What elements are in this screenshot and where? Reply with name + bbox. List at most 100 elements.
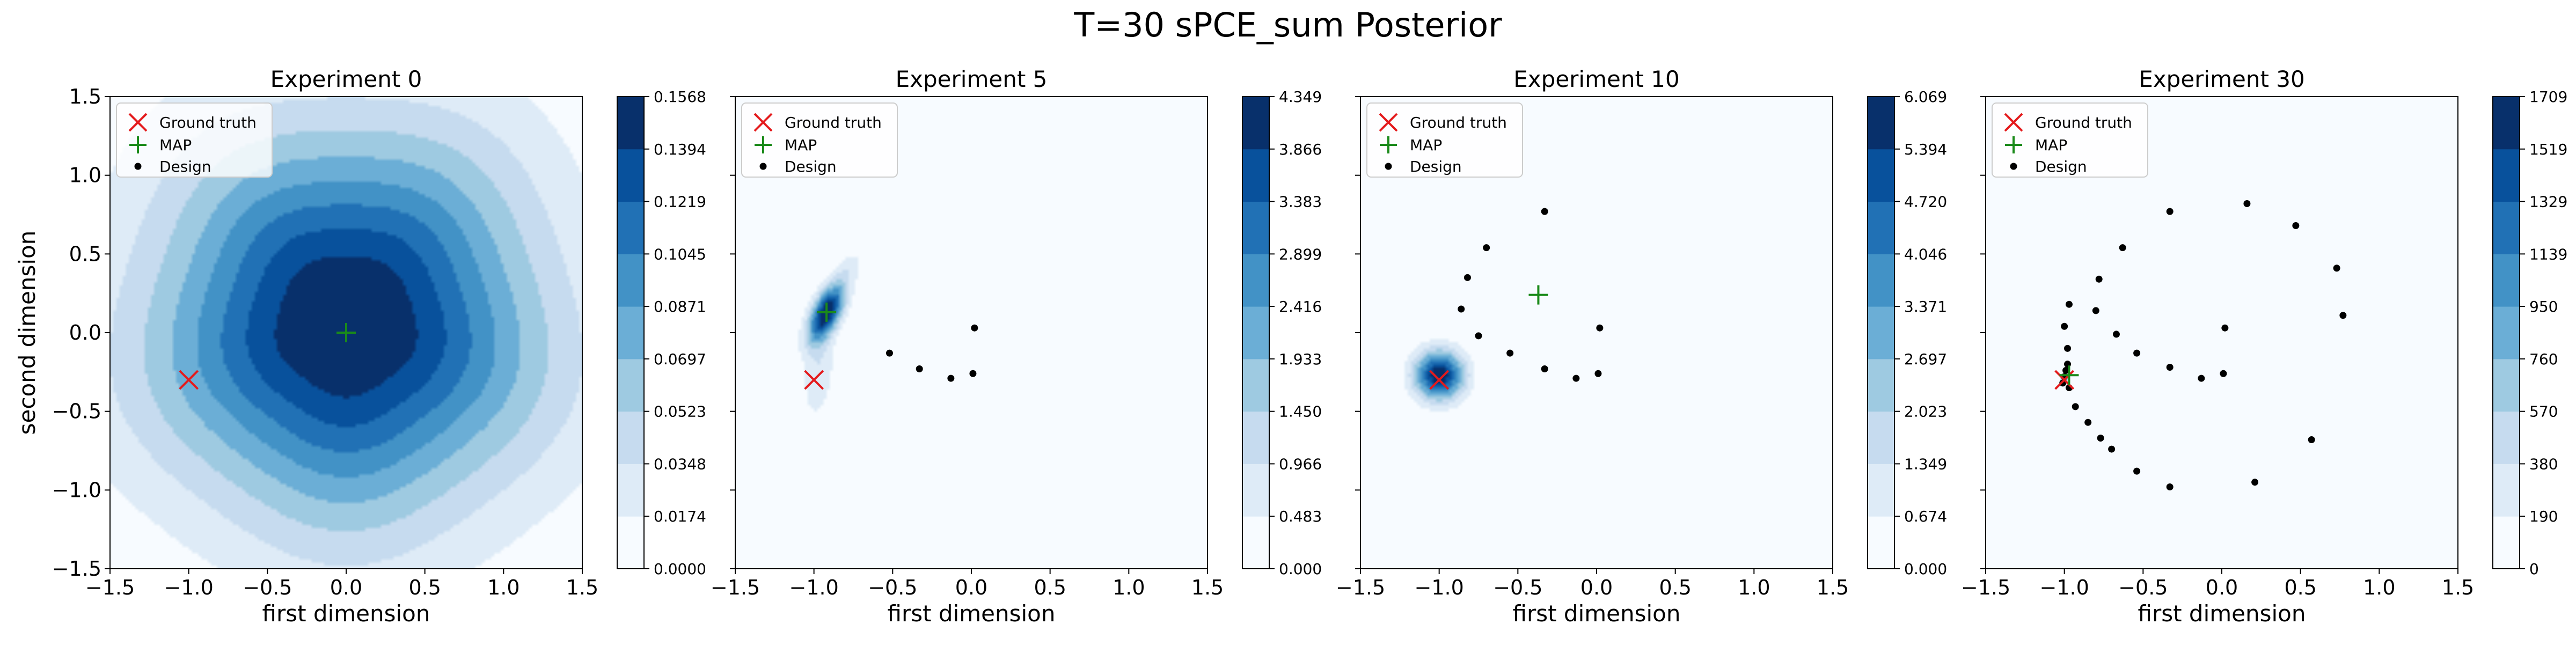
design-point <box>1541 365 1548 372</box>
colorbar-band <box>2493 358 2520 412</box>
colorbar-tick-label: 190 <box>2529 508 2558 525</box>
x-tick-label: −1.0 <box>789 576 839 599</box>
x-tick-label: −1.5 <box>1336 576 1385 599</box>
x-tick-label: −1.5 <box>711 576 760 599</box>
colorbar-tick-label: 0.0000 <box>654 560 706 578</box>
x-tick-label: 0.0 <box>2206 576 2238 599</box>
colorbar-tick-label: 760 <box>2529 350 2558 368</box>
legend-map-label: MAP <box>785 136 817 154</box>
y-tick-label: −1.5 <box>52 557 101 581</box>
x-tick-label: 0.5 <box>408 576 441 599</box>
panel-title: Experiment 10 <box>1513 66 1679 92</box>
colorbar-band <box>1868 201 1894 254</box>
legend-design-swatch <box>1385 163 1392 170</box>
legend-ground-truth-label: Ground truth <box>785 114 882 131</box>
x-tick-label: 0.0 <box>330 576 362 599</box>
map-marker <box>817 302 837 322</box>
x-tick-label: −1.5 <box>1961 576 2010 599</box>
colorbar-tick-label: 3.371 <box>1904 298 1947 315</box>
x-axis-ticks: −1.5 −1.0 −0.5 0.0 0.5 1.0 1.5 <box>1961 569 2474 599</box>
colorbar-tick-label: 2.023 <box>1904 403 1947 421</box>
legend-map-label: MAP <box>159 136 192 154</box>
colorbar-band <box>1868 358 1894 412</box>
x-tick-label: 0.0 <box>955 576 987 599</box>
x-axis-ticks: −1.5 −1.0 −0.5 0.0 0.5 1.0 1.5 <box>85 569 598 599</box>
x-tick-label: −1.0 <box>164 576 214 599</box>
colorbar-band <box>1868 464 1894 517</box>
colorbar-tick-label: 2.416 <box>1279 298 1322 315</box>
legend-box <box>116 102 273 178</box>
legend-design-label: Design <box>1410 158 1462 175</box>
colorbar-band <box>2493 97 2520 150</box>
colorbar-band <box>1868 149 1894 202</box>
y-axis-ticks <box>730 96 735 569</box>
legend-ground-truth-label: Ground truth <box>2035 114 2132 131</box>
legend-design-label: Design <box>159 158 211 175</box>
colorbar-tick-label: 6.069 <box>1904 88 1947 106</box>
colorbar-band <box>1242 201 1269 254</box>
map-marker <box>2059 365 2079 385</box>
ground-truth-stroke <box>2054 370 2075 390</box>
ground-truth-stroke <box>804 370 824 390</box>
design-point <box>2095 275 2103 283</box>
legend-map-label: MAP <box>2035 136 2067 154</box>
design-point <box>2061 322 2068 330</box>
colorbar-band <box>617 464 644 517</box>
figure-suptitle: T=30 sPCE_sum Posterior <box>1073 5 1502 45</box>
legend-design-swatch <box>134 163 142 170</box>
colorbar-frame <box>1242 96 1270 569</box>
design-point <box>1463 274 1471 281</box>
x-tick-label: −1.0 <box>2040 576 2089 599</box>
colorbar-band <box>1868 411 1894 464</box>
panel-0: −1.5 −1.0 −0.5 0.0 0.5 1.0 1.5−1.5−1.0−0.50.00… <box>14 66 706 627</box>
x-axis-label: first dimension <box>2138 600 2306 627</box>
colorbar-tick-label: 0.0697 <box>654 350 706 368</box>
colorbar-band <box>2493 149 2520 202</box>
colorbar-band <box>1242 306 1269 359</box>
legend-ground-truth-swatch <box>128 113 148 132</box>
colorbar-frame <box>617 96 645 569</box>
x-tick-label: −1.5 <box>85 576 135 599</box>
panel-title: Experiment 0 <box>270 66 422 92</box>
design-point <box>2339 312 2347 319</box>
map-marker <box>336 323 356 342</box>
design-points <box>885 324 978 382</box>
y-tick-label: 1.5 <box>69 85 101 108</box>
ground-truth-marker <box>2054 370 2075 390</box>
colorbar-band <box>617 516 644 569</box>
colorbar-tick-label: 1139 <box>2529 245 2567 263</box>
colorbar-tick-label: 950 <box>2529 298 2558 315</box>
design-point <box>2119 244 2126 252</box>
y-axis-ticks <box>1980 96 1986 569</box>
design-point <box>2198 375 2205 382</box>
design-point <box>1572 375 1580 382</box>
colorbar-band <box>1868 516 1894 569</box>
legend-ground-truth-swatch <box>2004 113 2023 132</box>
design-point <box>2065 300 2073 308</box>
panel-3: −1.5 −1.0 −0.5 0.0 0.5 1.0 1.5 Experiment 30 fir… <box>1961 66 2567 627</box>
colorbar-frame <box>2492 96 2520 569</box>
colorbar-tick-label: 2.899 <box>1279 245 1322 263</box>
ground-truth-stroke <box>179 370 199 390</box>
x-tick-label: 1.5 <box>1817 576 1849 599</box>
x-axis-ticks: −1.5 −1.0 −0.5 0.0 0.5 1.0 1.5 <box>711 569 1224 599</box>
colorbar-band <box>2493 306 2520 359</box>
design-point <box>947 375 955 382</box>
x-tick-label: 1.0 <box>1113 576 1145 599</box>
y-axis-ticks <box>1355 96 1360 569</box>
colorbar-tick-label: 0.1045 <box>654 245 706 263</box>
legend: Ground truth MAP Design <box>1366 102 1523 178</box>
colorbar-tick-label: 0.0174 <box>654 508 706 525</box>
colorbar-tick-label: 1.349 <box>1904 455 1947 473</box>
colorbar-band <box>1242 358 1269 412</box>
colorbar-tick-label: 2.697 <box>1904 350 1947 368</box>
colorbar-tick-label: 1.450 <box>1279 403 1322 421</box>
x-axis-ticks: −1.5 −1.0 −0.5 0.0 0.5 1.0 1.5 <box>1336 569 1849 599</box>
x-tick-label: −0.5 <box>1493 576 1542 599</box>
design-point <box>1458 305 1465 313</box>
colorbar-band <box>617 201 644 254</box>
colorbar-band <box>617 97 644 150</box>
colorbar: 0.000 0.674 1.349 2.023 2.697 3.371 4.046 4.720… <box>1867 88 1947 578</box>
x-tick-label: 1.0 <box>1738 576 1770 599</box>
